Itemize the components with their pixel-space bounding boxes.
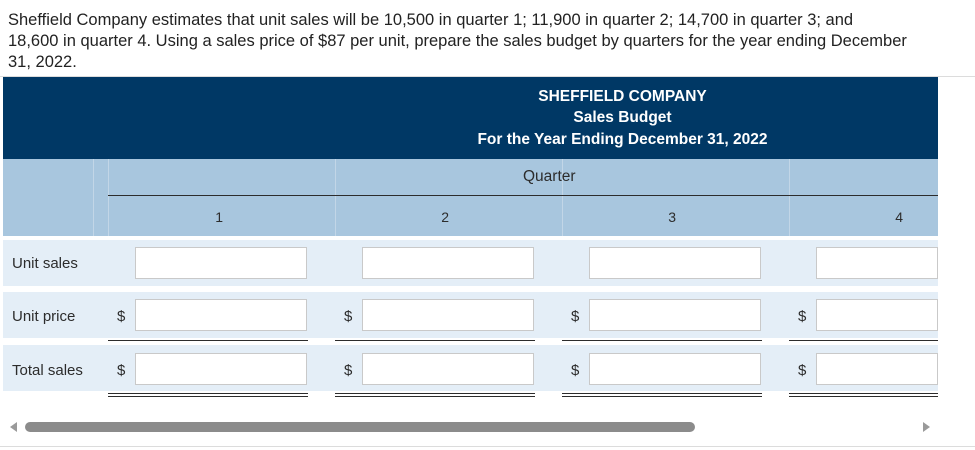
- total-double-underline: [108, 393, 308, 397]
- total-sales-q2-input[interactable]: [362, 353, 534, 385]
- dollar-sign: $: [571, 362, 580, 379]
- quarter-2-header: 2: [441, 209, 449, 225]
- subtotal-underline: [108, 340, 308, 341]
- unit-sales-q2-input[interactable]: [362, 247, 534, 279]
- unit-sales-label: Unit sales: [12, 255, 78, 272]
- question-text: Sheffield Company estimates that unit sa…: [8, 11, 907, 71]
- subtotal-underline: [335, 340, 535, 341]
- table-header: SHEFFIELD COMPANY Sales Budget For the Y…: [3, 77, 938, 159]
- budget-title: Sales Budget: [573, 109, 672, 126]
- subtotal-underline: [562, 340, 762, 341]
- divider: [0, 446, 975, 447]
- unit-price-q2-input[interactable]: [362, 299, 534, 331]
- sales-budget-table: SHEFFIELD COMPANY Sales Budget For the Y…: [3, 77, 975, 407]
- dollar-sign: $: [798, 362, 807, 379]
- column-divider: [562, 159, 563, 236]
- budget-period: For the Year Ending December 31, 2022: [477, 131, 768, 148]
- subtotal-underline: [789, 340, 938, 341]
- total-sales-q1-input[interactable]: [135, 353, 307, 385]
- unit-price-label: Unit price: [12, 308, 76, 325]
- quarter-3-header: 3: [668, 209, 676, 225]
- company-name: SHEFFIELD COMPANY: [538, 88, 707, 105]
- scrollbar-thumb[interactable]: [25, 422, 695, 432]
- total-sales-label: Total sales: [12, 362, 83, 379]
- dollar-sign: $: [344, 308, 353, 325]
- total-sales-q3-input[interactable]: [589, 353, 761, 385]
- quarter-1-header: 1: [215, 209, 223, 225]
- unit-price-q1-input[interactable]: [135, 299, 307, 331]
- column-divider: [789, 159, 790, 236]
- quarter-label: Quarter: [523, 168, 576, 185]
- quarter-underline: [108, 195, 938, 196]
- unit-price-q4-input[interactable]: [816, 299, 938, 331]
- column-divider: [93, 159, 94, 236]
- unit-sales-q4-input[interactable]: [816, 247, 938, 279]
- divider: [0, 76, 975, 77]
- dollar-sign: $: [344, 362, 353, 379]
- quarter-header-band: [3, 159, 938, 236]
- scroll-left-arrow-icon[interactable]: [10, 422, 17, 432]
- dollar-sign: $: [117, 308, 126, 325]
- total-sales-q4-input[interactable]: [816, 353, 938, 385]
- unit-price-q3-input[interactable]: [589, 299, 761, 331]
- unit-sales-q1-input[interactable]: [135, 247, 307, 279]
- dollar-sign: $: [798, 308, 807, 325]
- total-double-underline: [789, 393, 938, 397]
- dollar-sign: $: [571, 308, 580, 325]
- scroll-right-arrow-icon[interactable]: [923, 422, 930, 432]
- unit-sales-q3-input[interactable]: [589, 247, 761, 279]
- total-double-underline: [335, 393, 535, 397]
- column-divider: [335, 159, 336, 236]
- quarter-4-header: 4: [895, 209, 903, 225]
- column-divider: [108, 159, 109, 236]
- dollar-sign: $: [117, 362, 126, 379]
- total-double-underline: [562, 393, 762, 397]
